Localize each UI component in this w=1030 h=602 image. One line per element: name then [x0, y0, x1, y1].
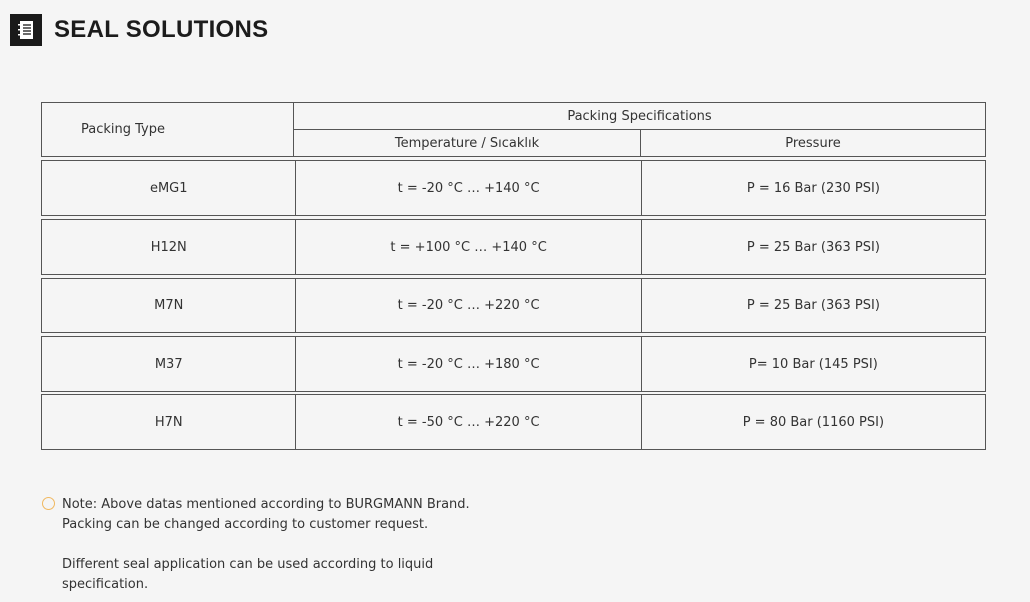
- page-header: SEAL SOLUTIONS: [10, 14, 268, 46]
- cell-type: eMG1: [149, 180, 188, 196]
- cell-type: H12N: [150, 239, 187, 255]
- cell-pressure: P= 10 Bar (145 PSI): [640, 337, 985, 391]
- header-packing-type: Packing Type: [81, 122, 165, 137]
- table-row: H12N t = +100 °C … +140 °C P = 25 Bar (3…: [41, 219, 986, 275]
- header-temperature: Temperature / Sıcaklık: [394, 135, 540, 151]
- cell-type: M7N: [154, 298, 184, 313]
- circle-bullet-icon: [42, 497, 55, 510]
- table-header: Packing Type Packing Specifications Temp…: [41, 102, 986, 157]
- cell-pressure: P = 80 Bar (1160 PSI): [640, 395, 985, 449]
- table-row: M37 t = -20 °C … +180 °C P= 10 Bar (145 …: [41, 336, 986, 392]
- note-line: Packing can be changed according to cust…: [62, 517, 429, 532]
- header-packing-specifications: Packing Specifications: [294, 103, 985, 130]
- table-row: M7N t = -20 °C … +220 °C P = 25 Bar (363…: [41, 278, 986, 333]
- note-line: Note: Above datas mentioned according to…: [62, 497, 470, 512]
- note-line: Different seal application can be used a…: [62, 557, 434, 572]
- cell-temperature: t = -50 °C … +220 °C: [295, 395, 640, 449]
- cell-type: H7N: [154, 414, 183, 430]
- note-line: specification.: [62, 577, 149, 592]
- cell-temperature: t = -20 °C … +220 °C: [295, 279, 640, 332]
- table-row: eMG1 t = -20 °C … +140 °C P = 16 Bar (23…: [41, 160, 986, 216]
- cell-temperature: t = -20 °C … +180 °C: [295, 337, 640, 391]
- cell-temperature: t = +100 °C … +140 °C: [295, 220, 640, 274]
- notebook-icon: [10, 14, 42, 46]
- cell-pressure: P = 16 Bar (230 PSI): [640, 161, 985, 215]
- note: Note: Above datas mentioned according to…: [42, 495, 470, 595]
- table-row: H7N t = -50 °C … +220 °C P = 80 Bar (116…: [41, 394, 986, 450]
- cell-temperature: t = -20 °C … +140 °C: [295, 161, 640, 215]
- header-pressure: Pressure: [640, 130, 985, 156]
- cell-pressure: P = 25 Bar (363 PSI): [640, 279, 985, 332]
- cell-pressure: P = 25 Bar (363 PSI): [640, 220, 985, 274]
- page-title: SEAL SOLUTIONS: [54, 16, 269, 43]
- cell-type: M37: [154, 356, 183, 372]
